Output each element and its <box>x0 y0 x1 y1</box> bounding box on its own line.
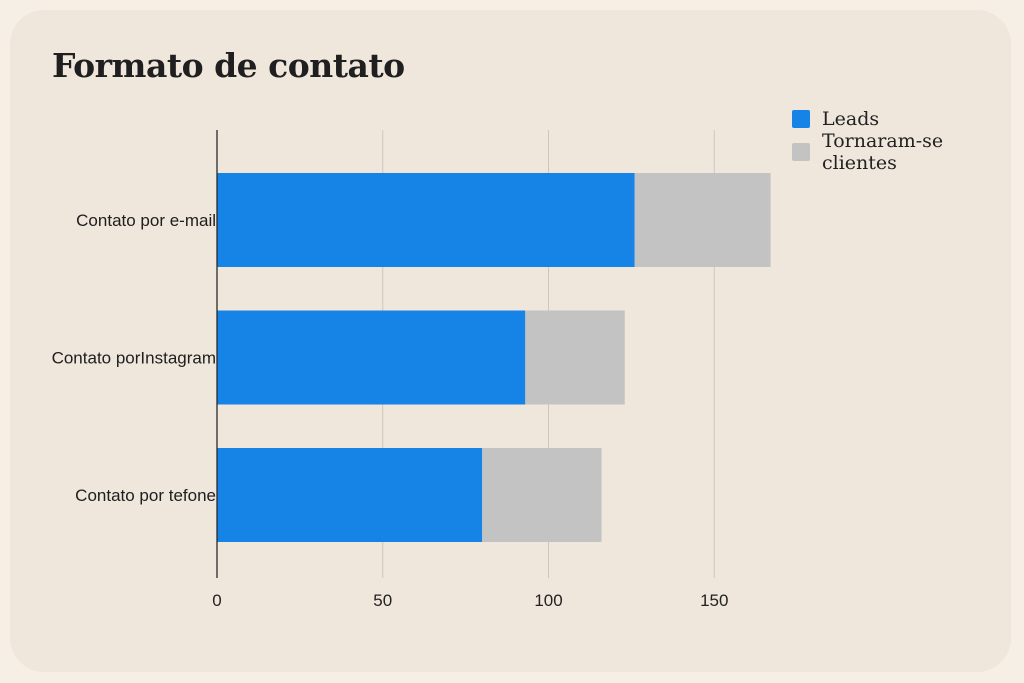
category-label-0: Contato por e-mail <box>76 211 216 230</box>
bar-leads-2 <box>217 448 483 542</box>
chart-title: Formato de contato <box>52 46 405 85</box>
bar-clientes-2 <box>482 448 602 542</box>
x-tick-label-0: 0 <box>212 591 221 610</box>
bar-leads-1 <box>217 310 526 405</box>
x-tick-label-50: 50 <box>373 591 392 610</box>
legend-swatch-clientes <box>792 142 810 161</box>
legend-label-clientes: Tornaram-se clientes <box>822 129 944 174</box>
bars <box>217 173 771 542</box>
category-label-1: Contato porInstagram <box>52 349 216 368</box>
x-tick-labels: 0 50 100 150 <box>212 591 728 610</box>
x-tick-label-100: 100 <box>534 591 562 610</box>
category-labels: Contato por e-mail Contato porInstagram Co… <box>52 211 216 505</box>
legend: Leads Tornaram-se clientes <box>792 102 1024 174</box>
bar-clientes-0 <box>634 173 771 267</box>
legend-item-clientes: Tornaram-se clientes <box>792 130 1024 174</box>
x-tick-label-150: 150 <box>700 591 728 610</box>
bar-leads-0 <box>217 173 635 267</box>
legend-swatch-leads <box>792 109 810 128</box>
legend-item-leads: Leads <box>792 102 1024 135</box>
legend-label-leads: Leads <box>822 107 880 130</box>
bar-clientes-1 <box>525 310 625 405</box>
category-label-2: Contato por tefone <box>75 486 216 505</box>
